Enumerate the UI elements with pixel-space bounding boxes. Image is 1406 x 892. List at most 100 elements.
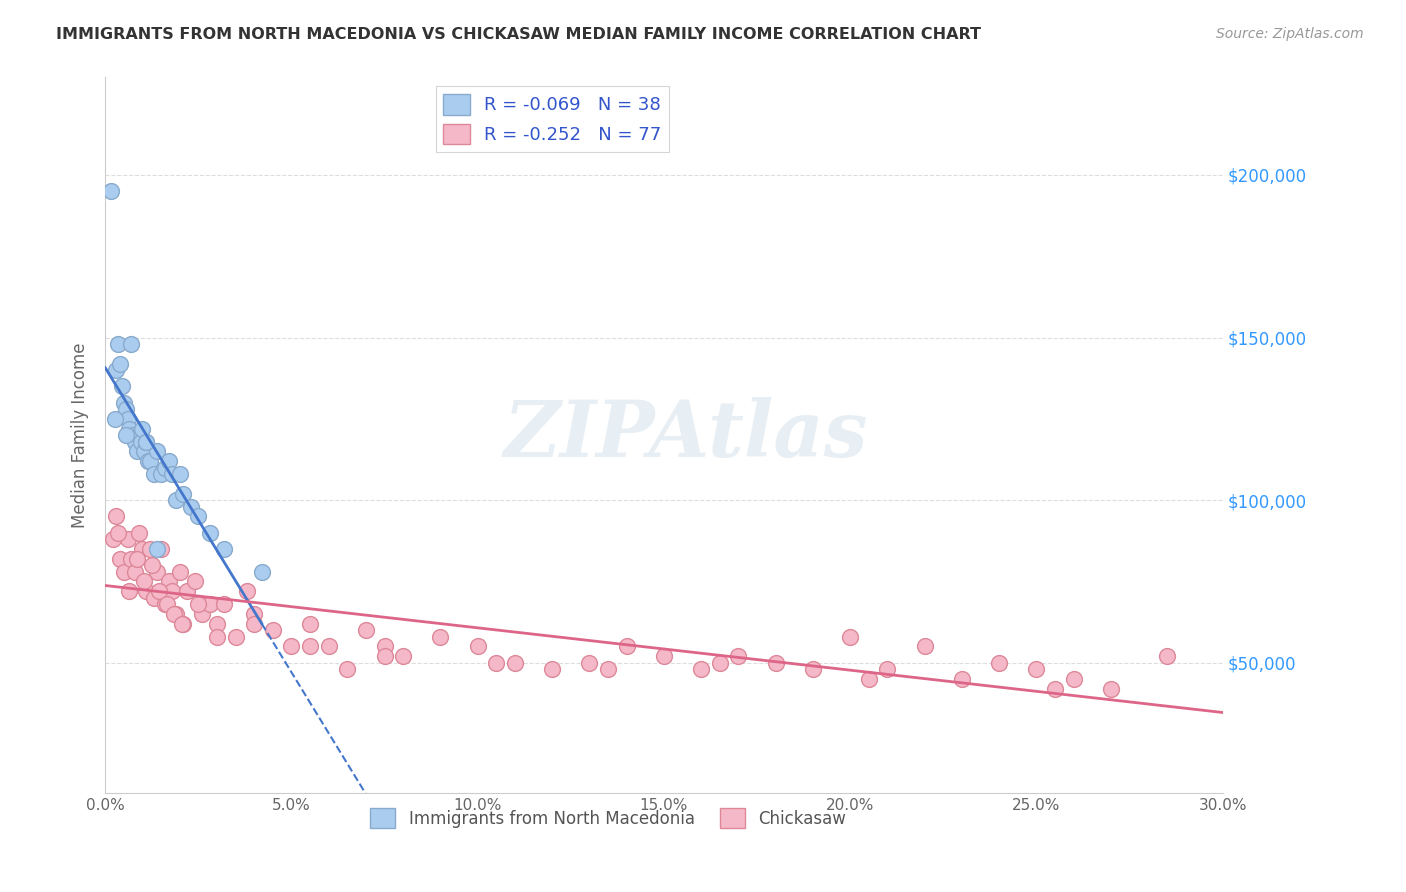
- Point: [163, 607, 186, 621]
- Point: [374, 649, 396, 664]
- Point: [117, 532, 139, 546]
- Point: [225, 630, 247, 644]
- Point: [162, 584, 184, 599]
- Point: [336, 662, 359, 676]
- Point: [429, 630, 451, 644]
- Point: [801, 662, 824, 676]
- Point: [108, 357, 131, 371]
- Point: [153, 597, 176, 611]
- Legend: Immigrants from North Macedonia, Chickasaw: Immigrants from North Macedonia, Chickas…: [364, 802, 852, 834]
- Point: [150, 541, 173, 556]
- Point: [596, 662, 619, 676]
- Point: [150, 467, 173, 481]
- Point: [374, 640, 396, 654]
- Point: [107, 337, 129, 351]
- Point: [198, 525, 221, 540]
- Point: [1156, 649, 1178, 664]
- Point: [299, 640, 322, 654]
- Point: [157, 454, 180, 468]
- Point: [709, 656, 731, 670]
- Point: [541, 662, 564, 676]
- Point: [117, 411, 139, 425]
- Point: [146, 444, 169, 458]
- Point: [105, 509, 128, 524]
- Point: [616, 640, 638, 654]
- Point: [299, 616, 322, 631]
- Point: [120, 337, 142, 351]
- Point: [280, 640, 302, 654]
- Point: [652, 649, 675, 664]
- Point: [156, 597, 179, 611]
- Point: [183, 574, 205, 589]
- Point: [142, 467, 165, 481]
- Point: [139, 541, 162, 556]
- Point: [467, 640, 489, 654]
- Point: [125, 444, 148, 458]
- Point: [1099, 681, 1122, 696]
- Point: [1063, 672, 1085, 686]
- Point: [988, 656, 1011, 670]
- Point: [125, 551, 148, 566]
- Point: [118, 584, 141, 599]
- Point: [354, 623, 377, 637]
- Point: [727, 649, 749, 664]
- Point: [169, 467, 191, 481]
- Point: [839, 630, 862, 644]
- Point: [169, 565, 191, 579]
- Point: [134, 444, 156, 458]
- Point: [318, 640, 340, 654]
- Point: [100, 184, 122, 198]
- Point: [914, 640, 936, 654]
- Point: [250, 565, 273, 579]
- Point: [858, 672, 880, 686]
- Point: [1043, 681, 1066, 696]
- Point: [162, 467, 184, 481]
- Text: Source: ZipAtlas.com: Source: ZipAtlas.com: [1216, 27, 1364, 41]
- Point: [146, 541, 169, 556]
- Point: [191, 607, 214, 621]
- Point: [165, 493, 187, 508]
- Point: [243, 607, 266, 621]
- Point: [112, 395, 135, 409]
- Point: [148, 584, 170, 599]
- Point: [172, 616, 194, 631]
- Point: [136, 454, 159, 468]
- Point: [180, 500, 202, 514]
- Y-axis label: Median Family Income: Median Family Income: [72, 343, 89, 528]
- Point: [262, 623, 284, 637]
- Point: [142, 591, 165, 605]
- Point: [114, 402, 136, 417]
- Point: [111, 379, 134, 393]
- Point: [124, 565, 146, 579]
- Point: [135, 434, 157, 449]
- Point: [176, 584, 198, 599]
- Text: IMMIGRANTS FROM NORTH MACEDONIA VS CHICKASAW MEDIAN FAMILY INCOME CORRELATION CH: IMMIGRANTS FROM NORTH MACEDONIA VS CHICK…: [56, 27, 981, 42]
- Point: [120, 551, 142, 566]
- Point: [128, 525, 150, 540]
- Point: [198, 597, 221, 611]
- Point: [214, 597, 236, 611]
- Point: [103, 411, 125, 425]
- Point: [131, 541, 153, 556]
- Point: [187, 597, 209, 611]
- Point: [139, 454, 162, 468]
- Point: [172, 486, 194, 500]
- Point: [485, 656, 508, 670]
- Point: [236, 584, 259, 599]
- Point: [205, 616, 228, 631]
- Point: [765, 656, 787, 670]
- Point: [135, 434, 157, 449]
- Point: [1025, 662, 1047, 676]
- Point: [108, 551, 131, 566]
- Point: [105, 363, 128, 377]
- Point: [243, 616, 266, 631]
- Point: [170, 616, 193, 631]
- Point: [690, 662, 713, 676]
- Point: [578, 656, 600, 670]
- Point: [118, 421, 141, 435]
- Point: [392, 649, 415, 664]
- Point: [157, 574, 180, 589]
- Point: [122, 428, 145, 442]
- Point: [112, 565, 135, 579]
- Point: [214, 541, 236, 556]
